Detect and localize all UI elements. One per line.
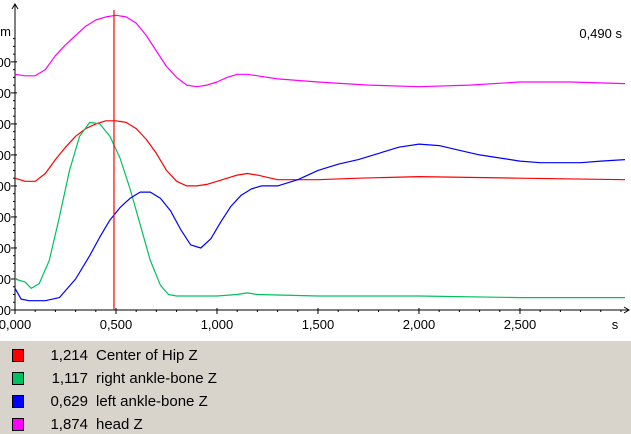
x-tick-label: 0,500: [100, 317, 133, 332]
legend-item: 0,629 left ankle-bone Z: [12, 391, 208, 411]
y-tick-label: 0,800: [0, 179, 11, 194]
series-line-head-z: [14, 14, 626, 88]
x-tick-label: 1,500: [302, 317, 335, 332]
y-axis-unit-label: m: [0, 24, 11, 39]
plot-area[interactable]: 0,000 0,200 0,400 0,600 0,800 1,000 1,200 1,400…: [0, 0, 631, 341]
y-tick-label: 1,400: [0, 86, 11, 101]
legend-color-swatch: [12, 371, 24, 385]
x-axis-arrow: [623, 306, 630, 314]
legend-value: 1,214: [50, 346, 88, 364]
legend-item: 1,874 head Z: [12, 414, 143, 434]
y-tick-label: 0,000: [0, 303, 11, 318]
legend-series-name: right ankle-bone Z: [96, 369, 217, 387]
legend-series-name: Center of Hip Z: [96, 346, 198, 364]
x-tick-label: 0,000: [0, 317, 31, 332]
x-axis-unit-label: s: [612, 317, 619, 332]
y-tick-label: 0,200: [0, 272, 11, 287]
x-tick-label: 1,000: [201, 317, 234, 332]
legend-item: 1,117 right ankle-bone Z: [12, 368, 217, 388]
legend-color-swatch: [12, 394, 24, 408]
legend-series-name: head Z: [96, 415, 143, 433]
legend-value: 0,629: [50, 392, 88, 410]
legend-value: 1,117: [51, 369, 88, 387]
series-line-left-ankle-bone-z: [14, 143, 626, 302]
y-tick-label: 1,200: [0, 117, 11, 132]
y-tick-label: 1,000: [0, 148, 11, 163]
series-line-right-ankle-bone-z: [14, 121, 625, 299]
x-tick-label: 2,500: [504, 317, 537, 332]
series-line-center-of-hip-z: [14, 120, 626, 187]
legend-item: 1,214 Center of Hip Z: [12, 345, 198, 365]
legend-color-swatch: [12, 417, 24, 431]
cursor-time-readout: 0,490 s: [579, 26, 622, 41]
legend-value: 1,874: [50, 415, 88, 433]
line-chart: 0,000 0,200 0,400 0,600 0,800 1,000 1,200 1,400…: [0, 3, 630, 332]
x-tick-label: 2,000: [403, 317, 436, 332]
legend: 1,214 Center of Hip Z 1,117 right ankle-bon…: [0, 341, 631, 434]
legend-series-name: left ankle-bone Z: [96, 392, 208, 410]
y-tick-label: 1,600: [0, 55, 11, 70]
legend-color-swatch: [12, 348, 24, 362]
y-axis-arrow: [11, 3, 19, 10]
y-tick-label: 0,400: [0, 241, 11, 256]
y-tick-label: 0,600: [0, 210, 11, 225]
